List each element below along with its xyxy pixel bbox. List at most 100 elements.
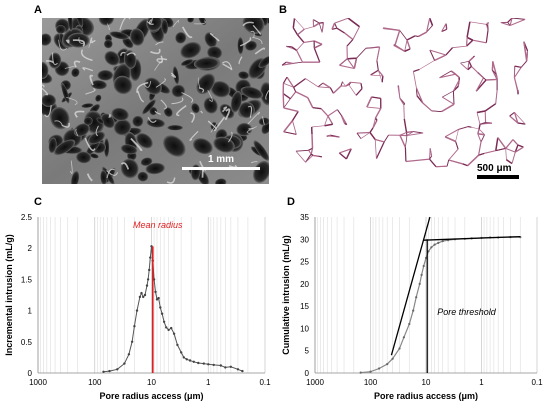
network-strand: [346, 39, 354, 47]
data-point: [108, 369, 111, 373]
sem-strut: [106, 168, 115, 179]
network-strand: [406, 132, 408, 136]
sem-strut: [78, 37, 84, 44]
network-strand: [413, 131, 424, 134]
sem-strut: [154, 110, 161, 115]
network-strand: [313, 22, 320, 28]
sem-pore: [97, 69, 114, 81]
tangent-line: [423, 235, 521, 241]
network-strand: [478, 128, 485, 135]
y-tick-label: 0: [305, 369, 310, 378]
network-strand: [292, 27, 298, 36]
x-tick-label: 0.1: [531, 378, 543, 387]
panel-letter-c: C: [34, 196, 42, 208]
sem-strut: [89, 74, 94, 86]
network-strand: [345, 81, 351, 87]
sem-strut: [176, 104, 187, 117]
network-strand: [483, 77, 487, 81]
sem-strut: [85, 88, 96, 95]
network-strand: [341, 115, 346, 124]
sem-strut: [210, 123, 218, 133]
network-strand: [376, 60, 379, 71]
sem-strut: [146, 18, 153, 24]
scalebar-b: [477, 175, 519, 179]
network-strand: [469, 21, 487, 25]
sem-strut: [172, 20, 180, 28]
network-strand: [374, 108, 382, 119]
network-strand: [338, 152, 347, 160]
network-strand: [403, 118, 408, 133]
sem-strut: [44, 105, 52, 118]
network-strand: [329, 87, 334, 94]
sem-pore: [85, 139, 101, 156]
data-point: [157, 296, 160, 300]
sem-strut: [155, 78, 167, 88]
data-point: [192, 360, 195, 363]
sem-strut: [224, 108, 231, 121]
network-strand: [404, 48, 411, 52]
x-tick-label: 100: [88, 378, 102, 387]
network-strand: [511, 151, 516, 164]
sem-strut: [86, 173, 93, 182]
network-strand: [466, 37, 468, 47]
sem-micrograph-image: 1 mm: [42, 18, 269, 184]
data-point: [386, 363, 389, 366]
network-strand: [514, 77, 519, 95]
data-point: [165, 326, 168, 329]
network-strand: [405, 135, 408, 148]
network-strand: [291, 46, 297, 51]
network-strand: [509, 18, 513, 26]
x-tick-label: 1: [206, 378, 211, 387]
sem-pore: [129, 28, 145, 46]
network-strand: [514, 112, 526, 125]
network-strand: [340, 81, 343, 87]
network-strand: [492, 69, 497, 75]
data-point: [154, 290, 157, 294]
sem-pore: [100, 113, 115, 129]
data-point: [159, 306, 162, 309]
sem-strut: [119, 18, 131, 30]
sem-strut: [171, 97, 184, 105]
y-axis-label: Incremental intrusion (mL/g): [4, 234, 14, 356]
sem-pore: [163, 135, 186, 157]
network-strand: [360, 132, 371, 139]
network-strand: [345, 148, 352, 160]
sem-pore: [167, 125, 183, 131]
network-strand: [312, 154, 319, 157]
y-tick-label: 35: [300, 213, 309, 222]
network-strand: [403, 104, 405, 119]
network-strand: [517, 144, 524, 148]
network-strand: [487, 22, 489, 26]
network-strand: [356, 48, 367, 59]
network-strand: [509, 18, 526, 26]
network-strand: [305, 155, 314, 163]
data-point: [145, 284, 149, 287]
mean-radius-label: Mean radius: [133, 220, 183, 230]
network-strand: [405, 158, 430, 163]
sem-pore: [146, 18, 163, 32]
data-point: [212, 363, 215, 367]
network-strand: [404, 39, 408, 52]
network-strand: [485, 78, 498, 81]
network-strand: [475, 77, 484, 92]
sem-strut: [42, 84, 45, 88]
network-strand: [356, 132, 362, 139]
network-strand: [513, 112, 519, 124]
network-strand: [334, 22, 338, 29]
sem-strut: [194, 20, 206, 25]
network-strand: [383, 27, 400, 31]
network-strand: [307, 97, 314, 108]
network-strand: [468, 56, 474, 62]
data-point: [133, 325, 136, 328]
stained-section-image: 500 μm: [282, 18, 528, 184]
network-strand: [292, 18, 296, 28]
network-strand: [419, 60, 435, 70]
network-strand: [429, 49, 436, 61]
sem-pore: [113, 119, 132, 136]
network-strand: [506, 159, 513, 165]
network-strand: [429, 148, 433, 157]
sem-pore: [73, 123, 90, 137]
network-strand: [283, 82, 294, 88]
network-strand: [282, 93, 291, 100]
network-strand: [313, 47, 321, 63]
